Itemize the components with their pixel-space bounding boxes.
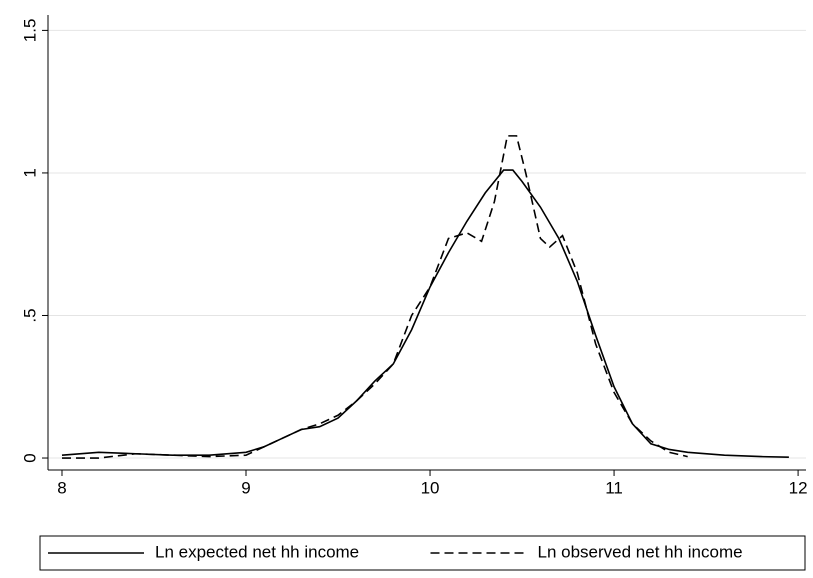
legend-box [39, 535, 806, 571]
y-tick-label: .5 [20, 308, 39, 322]
x-tick-label: 11 [605, 478, 623, 497]
density-line [61, 169, 789, 458]
x-tick-label: 10 [421, 478, 440, 497]
density-line [61, 135, 688, 459]
legend-label: Ln expected net hh income [155, 542, 359, 561]
legend-label: Ln observed net hh income [538, 542, 743, 561]
legend: Ln expected net hh income Ln observed net… [39, 535, 806, 571]
y-tick-label: 0 [20, 453, 39, 462]
y-tick-label: 1.5 [20, 19, 39, 43]
y-tick-label: 1 [20, 168, 39, 177]
x-tick-label: 9 [241, 478, 250, 497]
x-tick-label: 12 [789, 478, 808, 497]
x-tick-label: 8 [57, 478, 66, 497]
